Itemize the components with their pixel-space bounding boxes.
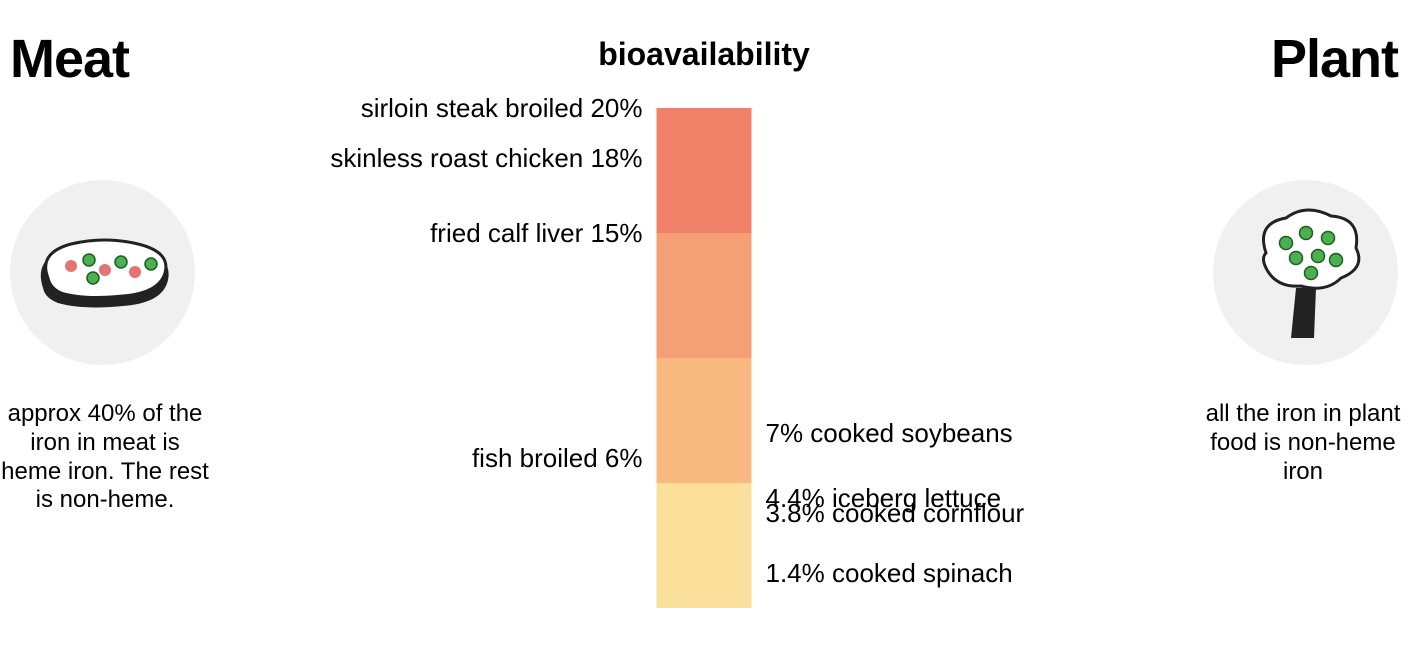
meat-label-2: fried calf liver 15% <box>430 219 642 249</box>
caption-plant: all the iron in plant food is non-heme i… <box>1198 400 1408 486</box>
plant-label-3: 1.4% cooked spinach <box>766 559 1013 589</box>
bioavailability-scale <box>657 108 752 608</box>
scale-block-1 <box>657 233 752 358</box>
meat-label-0: sirloin steak broiled 20% <box>361 94 643 124</box>
steak-icon <box>23 218 183 328</box>
scale-block-3 <box>657 483 752 608</box>
meat-label-3: fish broiled 6% <box>472 444 643 474</box>
broccoli-icon <box>1236 198 1376 348</box>
plant-label-2: 3.8% cooked cornflour <box>766 499 1025 529</box>
plant-icon <box>1213 180 1398 365</box>
caption-meat: approx 40% of the iron in meat is heme i… <box>0 400 210 515</box>
meat-label-1: skinless roast chicken 18% <box>330 144 642 174</box>
title-bioavailability: bioavailability <box>598 36 810 73</box>
title-plant: Plant <box>1271 28 1398 90</box>
meat-icon <box>10 180 195 365</box>
scale-block-2 <box>657 358 752 483</box>
infographic-root: Meat bioavailability Plant approx <box>0 0 1408 648</box>
scale-block-0 <box>657 108 752 233</box>
title-meat: Meat <box>10 28 129 90</box>
plant-label-0: 7% cooked soybeans <box>766 419 1013 449</box>
